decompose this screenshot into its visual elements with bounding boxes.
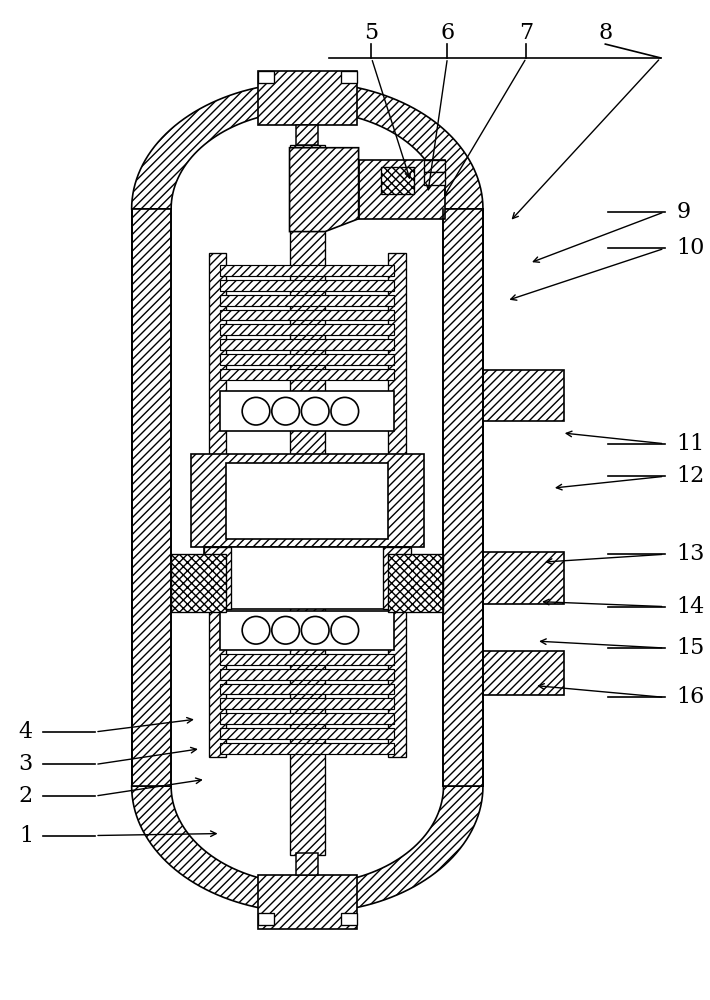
- Text: 12: 12: [677, 465, 704, 487]
- Bar: [204, 547, 231, 609]
- Bar: [221, 728, 394, 739]
- Bar: [221, 339, 394, 350]
- Text: 6: 6: [440, 22, 454, 44]
- Polygon shape: [131, 82, 483, 209]
- Bar: [221, 713, 394, 724]
- Bar: [483, 370, 564, 421]
- Bar: [483, 651, 564, 695]
- Bar: [204, 547, 411, 609]
- Text: 1: 1: [19, 825, 33, 847]
- Text: 16: 16: [677, 686, 704, 708]
- Bar: [221, 280, 394, 291]
- Bar: [221, 611, 394, 650]
- Bar: [258, 913, 274, 925]
- Text: 5: 5: [364, 22, 378, 44]
- Circle shape: [242, 616, 270, 644]
- Bar: [209, 253, 226, 757]
- Text: 14: 14: [677, 596, 704, 618]
- Bar: [221, 654, 394, 665]
- Bar: [258, 71, 356, 125]
- Bar: [221, 324, 394, 335]
- Bar: [388, 554, 444, 612]
- Bar: [226, 463, 388, 539]
- Bar: [297, 853, 318, 875]
- Text: 15: 15: [677, 637, 704, 659]
- Bar: [424, 172, 445, 185]
- Text: 3: 3: [18, 753, 33, 775]
- Bar: [221, 698, 394, 709]
- Circle shape: [301, 616, 329, 644]
- Bar: [359, 160, 445, 219]
- Bar: [383, 547, 411, 609]
- Bar: [191, 454, 424, 547]
- Bar: [221, 310, 394, 320]
- Bar: [221, 295, 394, 306]
- Bar: [221, 369, 394, 380]
- Bar: [297, 125, 318, 145]
- Text: 7: 7: [519, 22, 533, 44]
- Bar: [221, 684, 394, 694]
- Text: 9: 9: [677, 201, 691, 223]
- Bar: [221, 669, 394, 680]
- Circle shape: [272, 616, 300, 644]
- Bar: [388, 253, 406, 757]
- Bar: [483, 552, 564, 604]
- Circle shape: [272, 397, 300, 425]
- Bar: [258, 71, 274, 83]
- Bar: [131, 209, 171, 786]
- Polygon shape: [131, 786, 483, 913]
- Bar: [424, 160, 445, 172]
- Text: 10: 10: [677, 237, 705, 259]
- Bar: [221, 391, 394, 431]
- Bar: [171, 554, 226, 612]
- Text: 4: 4: [19, 721, 33, 743]
- Text: 13: 13: [677, 543, 705, 565]
- Bar: [341, 71, 356, 83]
- Text: 2: 2: [19, 785, 33, 807]
- Bar: [444, 209, 483, 786]
- Text: 11: 11: [677, 433, 704, 455]
- Circle shape: [331, 397, 359, 425]
- Bar: [341, 913, 356, 925]
- Circle shape: [331, 616, 359, 644]
- Bar: [290, 145, 325, 855]
- Circle shape: [301, 397, 329, 425]
- Polygon shape: [290, 148, 359, 232]
- Text: 8: 8: [599, 22, 613, 44]
- Bar: [221, 743, 394, 754]
- Bar: [258, 875, 356, 929]
- Bar: [221, 354, 394, 365]
- Bar: [381, 167, 414, 194]
- Circle shape: [242, 397, 270, 425]
- Bar: [221, 265, 394, 276]
